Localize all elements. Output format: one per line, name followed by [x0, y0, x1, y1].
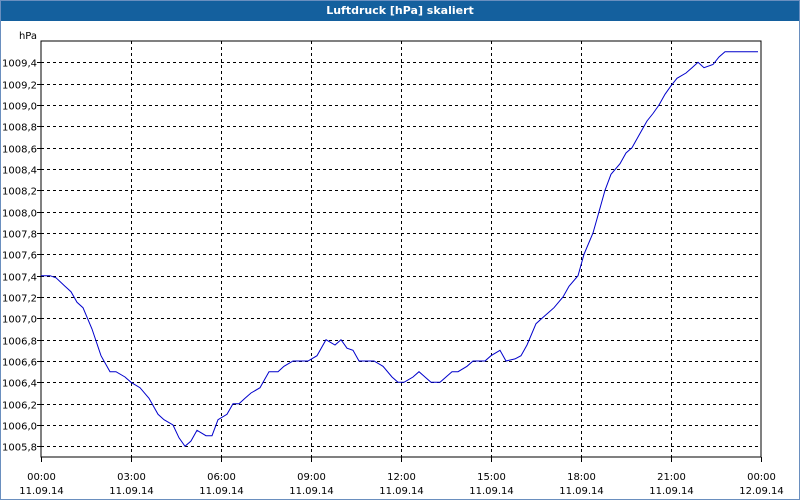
x-tick-time-label: 03:00 — [117, 472, 146, 483]
y-tick-label: 1005,8 — [2, 443, 37, 454]
y-tick-label: 1008,0 — [2, 209, 37, 220]
y-tick-label: 1006,2 — [2, 401, 37, 412]
x-tick-time-label: 06:00 — [207, 472, 236, 483]
x-tick-date-label: 11.09.14 — [109, 486, 154, 497]
y-tick-label: 1006,0 — [2, 422, 37, 433]
x-tick-date-label: 12.09.14 — [739, 486, 784, 497]
x-tick-date-label: 11.09.14 — [289, 486, 334, 497]
y-tick-label: 1008,6 — [2, 145, 37, 156]
y-tick-label: 1006,8 — [2, 337, 37, 348]
x-tick-date-label: 11.09.14 — [379, 486, 424, 497]
y-tick-label: 1009,2 — [2, 81, 37, 92]
y-tick-label: 1007,2 — [2, 294, 37, 305]
y-tick-label: 1007,4 — [2, 273, 37, 284]
x-tick-date-label: 11.09.14 — [469, 486, 514, 497]
x-tick-time-label: 00:00 — [747, 472, 776, 483]
x-tick-time-label: 12:00 — [387, 472, 416, 483]
chart-title: Luftdruck [hPa] skaliert — [1, 1, 799, 21]
x-tick-time-label: 21:00 — [657, 472, 686, 483]
y-tick-label: 1006,4 — [2, 379, 37, 390]
y-tick-label: 1008,4 — [2, 166, 37, 177]
x-tick-date-label: 11.09.14 — [199, 486, 244, 497]
y-tick-label: 1009,0 — [2, 102, 37, 113]
y-tick-label: 1007,0 — [2, 315, 37, 326]
x-tick-date-label: 11.09.14 — [559, 486, 604, 497]
x-tick-time-label: 00:00 — [27, 472, 56, 483]
y-tick-label: 1007,6 — [2, 251, 37, 262]
y-axis-unit: hPa — [19, 31, 37, 42]
pressure-line — [41, 51, 758, 448]
y-tick-label: 1008,2 — [2, 187, 37, 198]
x-tick-date-label: 11.09.14 — [649, 486, 694, 497]
y-tick-label: 1006,6 — [2, 358, 37, 369]
x-tick-time-label: 15:00 — [477, 472, 506, 483]
x-tick-date-label: 11.09.14 — [19, 486, 64, 497]
x-tick-time-label: 18:00 — [567, 472, 596, 483]
x-tick-time-label: 09:00 — [297, 472, 326, 483]
y-tick-label: 1009,4 — [2, 59, 37, 70]
y-tick-label: 1008,8 — [2, 123, 37, 134]
y-tick-label: 1007,8 — [2, 230, 37, 241]
